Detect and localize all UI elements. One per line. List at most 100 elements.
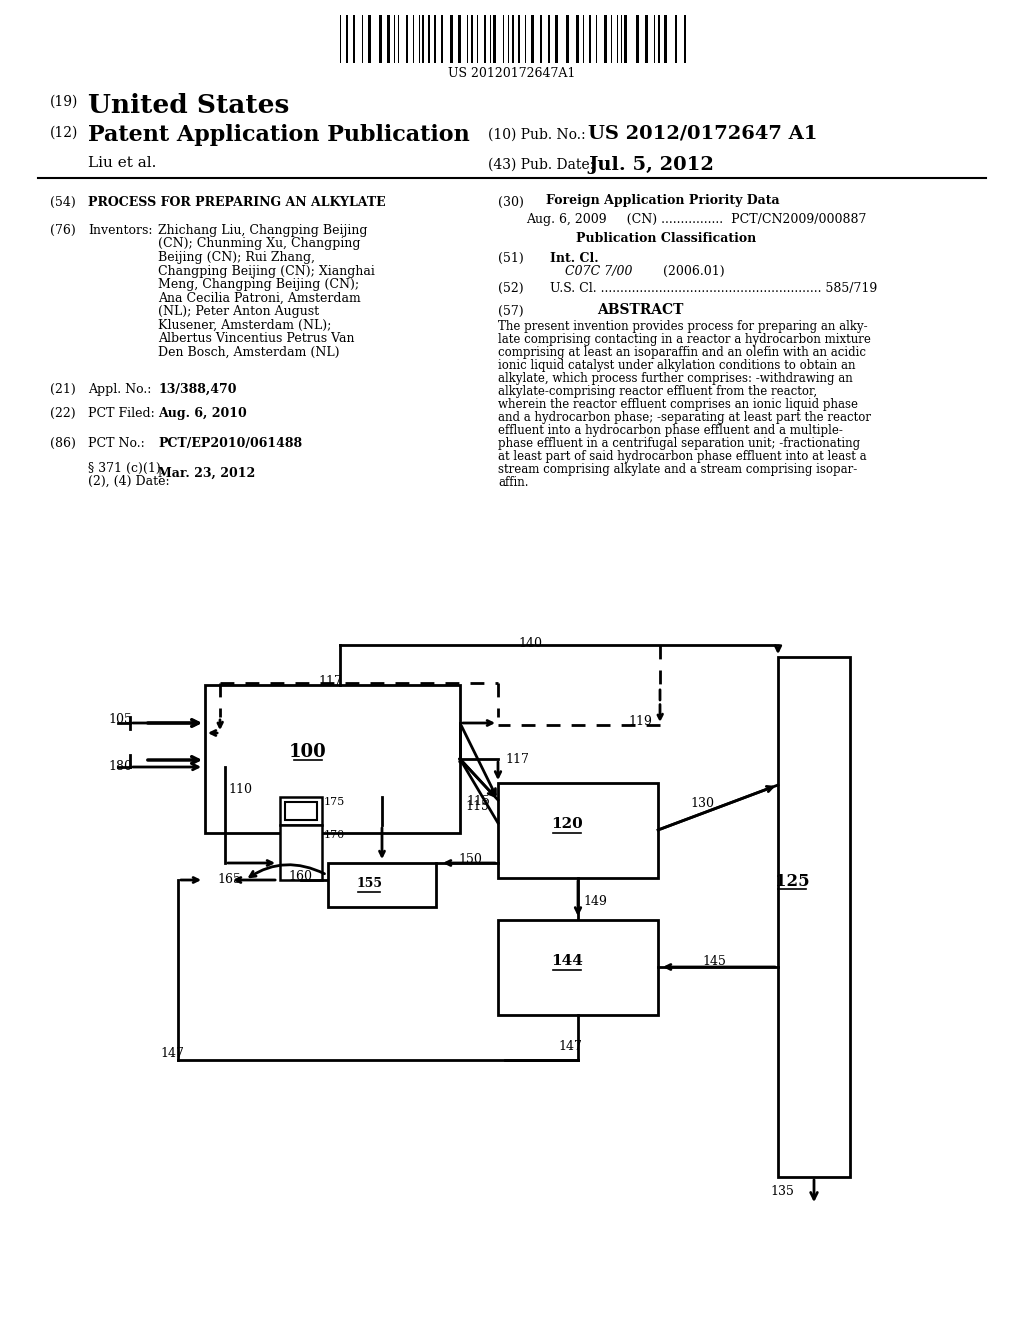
Text: 150: 150 [458,853,482,866]
Text: (CN); Chunming Xu, Changping: (CN); Chunming Xu, Changping [158,238,360,251]
Text: 135: 135 [770,1185,794,1199]
Bar [451,15,454,63]
Text: 100: 100 [289,743,327,762]
Text: 120: 120 [551,817,583,832]
Text: 160: 160 [288,870,312,883]
Text: (19): (19) [50,95,79,110]
Text: 105: 105 [108,713,132,726]
Bar [285,803,317,820]
Text: (2), (4) Date:: (2), (4) Date: [88,475,170,488]
Text: 13/388,470: 13/388,470 [158,383,237,396]
Text: 165: 165 [217,873,241,886]
Bar [422,15,424,63]
Text: phase effluent in a centrifugal separation unit; -fractionating: phase effluent in a centrifugal separati… [498,437,860,450]
Bar [555,15,558,63]
Text: Jul. 5, 2012: Jul. 5, 2012 [588,156,714,174]
Text: stream comprising alkylate and a stream comprising isopar-: stream comprising alkylate and a stream … [498,463,857,477]
Text: 145: 145 [702,954,726,968]
Bar [625,15,628,63]
Bar [484,15,486,63]
Text: 117: 117 [318,675,342,688]
Text: (54): (54) [50,195,76,209]
Text: alkylate-comprising reactor effluent from the reactor,: alkylate-comprising reactor effluent fro… [498,385,817,399]
Text: wherein the reactor effluent comprises an ionic liquid phase: wherein the reactor effluent comprises a… [498,399,858,411]
Bar [346,15,348,63]
Text: Patent Application Publication: Patent Application Publication [88,124,470,147]
Text: 155: 155 [357,876,383,890]
Text: Meng, Changping Beijing (CN);: Meng, Changping Beijing (CN); [158,279,359,290]
Bar [433,15,436,63]
Text: and a hydrocarbon phase; -separating at least part the reactor: and a hydrocarbon phase; -separating at … [498,411,871,424]
Text: 175: 175 [324,797,345,807]
Text: at least part of said hydrocarbon phase effluent into at least a: at least part of said hydrocarbon phase … [498,450,866,463]
Bar [458,15,461,63]
Text: PCT/EP2010/061488: PCT/EP2010/061488 [158,437,302,450]
Text: Klusener, Amsterdam (NL);: Klusener, Amsterdam (NL); [158,318,332,331]
Text: PCT Filed:: PCT Filed: [88,407,155,420]
Bar [353,15,355,63]
Text: Appl. No.:: Appl. No.: [88,383,152,396]
Text: ABSTRACT: ABSTRACT [597,304,683,317]
Bar [512,15,514,63]
Bar [548,15,550,63]
Text: 180: 180 [108,760,132,774]
Bar [387,15,389,63]
Text: (30): (30) [498,195,524,209]
Bar [664,15,667,63]
Text: 140: 140 [518,638,542,649]
Bar [518,15,519,63]
Bar [604,15,606,63]
Bar [471,15,473,63]
Text: 149: 149 [583,895,607,908]
Text: 117: 117 [505,752,528,766]
Text: comprising at least an isoparaffin and an olefin with an acidic: comprising at least an isoparaffin and a… [498,346,866,359]
Bar [205,685,460,833]
Text: Publication Classification: Publication Classification [575,232,757,246]
Text: (10) Pub. No.:: (10) Pub. No.: [488,128,586,143]
Text: PCT No.:: PCT No.: [88,437,144,450]
Text: ionic liquid catalyst under alkylation conditions to obtain an: ionic liquid catalyst under alkylation c… [498,359,855,372]
Text: Changping Beijing (CN); Xianghai: Changping Beijing (CN); Xianghai [158,264,375,277]
Bar [658,15,660,63]
Text: 170: 170 [324,830,345,840]
Bar [368,15,371,63]
Text: Aug. 6, 2009     (CN) ................  PCT/CN2009/000887: Aug. 6, 2009 (CN) ................ PCT/C… [526,213,866,226]
Text: alkylate, which process further comprises: -withdrawing an: alkylate, which process further comprise… [498,372,853,385]
Bar [645,15,648,63]
Text: 119: 119 [628,715,652,729]
Text: Inventors:: Inventors: [88,224,153,238]
Text: Albertus Vincentius Petrus Van: Albertus Vincentius Petrus Van [158,333,354,345]
Text: (21): (21) [50,383,76,396]
Text: US 20120172647A1: US 20120172647A1 [449,67,575,81]
Text: Mar. 23, 2012: Mar. 23, 2012 [158,467,255,480]
Text: Den Bosch, Amsterdam (NL): Den Bosch, Amsterdam (NL) [158,346,340,359]
Text: affin.: affin. [498,477,528,488]
Text: (57): (57) [498,305,523,318]
Bar [498,783,658,878]
Text: (12): (12) [50,125,79,140]
Text: (NL); Peter Anton August: (NL); Peter Anton August [158,305,319,318]
Text: Liu et al.: Liu et al. [88,156,157,170]
Text: (51): (51) [498,252,523,265]
Bar [328,863,436,907]
Bar [589,15,591,63]
Bar [428,15,430,63]
Text: (76): (76) [50,224,76,238]
Bar [778,657,850,1177]
Bar [675,15,677,63]
Text: (43) Pub. Date:: (43) Pub. Date: [488,158,594,172]
Text: PROCESS FOR PREPARING AN ALKYLATE: PROCESS FOR PREPARING AN ALKYLATE [88,195,386,209]
Text: § 371 (c)(1),: § 371 (c)(1), [88,462,165,475]
Bar [566,15,569,63]
Bar [684,15,686,63]
Text: C07C 7/00: C07C 7/00 [565,265,633,279]
Text: United States: United States [88,92,290,117]
Text: Ana Cecilia Patroni, Amsterdam: Ana Cecilia Patroni, Amsterdam [158,292,360,305]
Text: 144: 144 [551,954,583,968]
Text: 115: 115 [466,795,489,808]
Bar [406,15,409,63]
Text: US 2012/0172647 A1: US 2012/0172647 A1 [588,124,817,143]
Text: 125: 125 [775,873,809,890]
Bar [498,920,658,1015]
Bar [530,15,534,63]
